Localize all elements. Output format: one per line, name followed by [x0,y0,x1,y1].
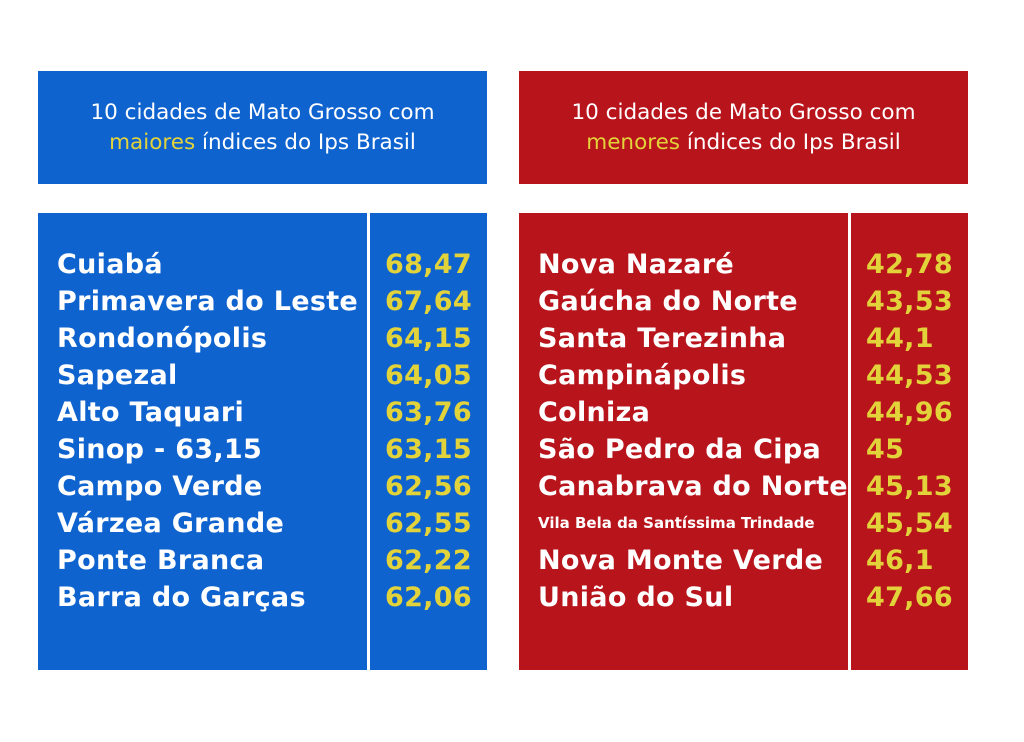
right-header-line1: 10 cidades de Mato Grosso com [571,99,916,125]
right-city-value: 42,78 [866,249,953,280]
right-city-name: Campinápolis [538,360,747,391]
right-names-column: Nova Nazaré Gaúcha do Norte Santa Terezinh… [519,213,848,670]
left-city-name: Campo Verde [57,471,263,502]
left-city-name: Sapezal [57,360,178,391]
left-city-name: Sinop - 63,15 [57,434,263,465]
right-city-value: 44,53 [866,360,953,391]
left-values-column: 68,47 67,64 64,15 64,05 63,76 63,15 62,56 62,55… [370,213,487,670]
left-city-name: Alto Taquari [57,397,245,428]
right-city-value: 45,13 [866,471,953,502]
left-city-value: 64,15 [385,323,472,354]
left-header-line2: maiores índices do Ips Brasil [109,128,416,158]
right-city-value: 45 [866,434,905,465]
right-city-value: 46,1 [866,545,934,576]
left-city-value: 67,64 [385,286,472,317]
left-header: 10 cidades de Mato Grosso com maiores ín… [38,71,487,184]
left-header-highlight: maiores [109,129,196,155]
right-city-name: Santa Terezinha [538,323,787,354]
left-header-line1: 10 cidades de Mato Grosso com [90,99,435,125]
left-city-value: 62,55 [385,508,472,539]
left-header-line2-rest: índices do Ips Brasil [195,129,416,155]
right-header-highlight: menores [586,129,681,155]
left-city-value: 62,56 [385,471,472,502]
left-city-value: 68,47 [385,249,472,280]
right-city-value: 44,96 [866,397,953,428]
left-city-value: 63,15 [385,434,472,465]
left-city-value: 62,06 [385,582,472,613]
right-city-name: São Pedro da Cipa [538,434,821,465]
left-city-name: Primavera do Leste [57,286,359,317]
left-city-name: Cuiabá [57,249,163,280]
right-city-value: 45,54 [866,508,953,539]
left-city-name: Ponte Branca [57,545,265,576]
right-city-name: Nova Nazaré [538,249,735,280]
left-city-name: Várzea Grande [57,508,285,539]
right-city-value: 44,1 [866,323,934,354]
right-city-value: 43,53 [866,286,953,317]
right-city-name: Vila Bela da Santíssima Trindade [538,514,815,532]
right-values-column: 42,78 43,53 44,1 44,53 44,96 45 45,13 45,54 46,1… [851,213,968,670]
left-city-name: Rondonópolis [57,323,268,354]
left-names-column: Cuiabá Primavera do Leste Rondonópolis Sape… [38,213,367,670]
left-city-value: 62,22 [385,545,472,576]
right-city-name: União do Sul [538,582,734,613]
right-header-line2: menores índices do Ips Brasil [586,128,900,158]
right-city-name: Gaúcha do Norte [538,286,798,317]
right-city-name: Colniza [538,397,651,428]
right-header: 10 cidades de Mato Grosso com menores ín… [519,71,968,184]
right-city-value: 47,66 [866,582,953,613]
right-city-name: Nova Monte Verde [538,545,824,576]
left-city-name: Barra do Garças [57,582,306,613]
right-header-line2-rest: índices do Ips Brasil [680,129,901,155]
left-city-value: 64,05 [385,360,472,391]
left-city-value: 63,76 [385,397,472,428]
right-city-name: Canabrava do Norte [538,471,848,502]
